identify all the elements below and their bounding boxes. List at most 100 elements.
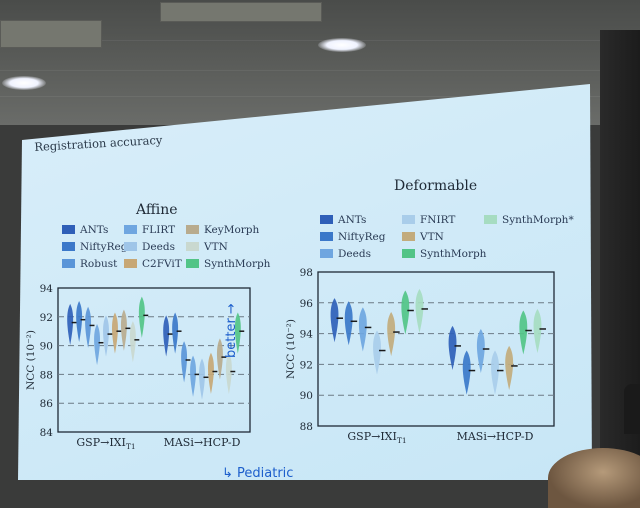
y-tick-label: 88 xyxy=(300,421,313,433)
affine-title: Affine xyxy=(136,202,178,218)
violin-shape xyxy=(67,303,74,346)
legend-swatch xyxy=(62,242,75,251)
legend-label: C2FViT xyxy=(142,258,182,270)
ceiling-vent xyxy=(0,20,102,48)
legend-label: VTN xyxy=(204,241,228,253)
violin-shape xyxy=(199,358,205,400)
legend-label: NiftyReg xyxy=(80,241,128,253)
y-tick-label: 90 xyxy=(300,390,313,402)
legend-item: VTN xyxy=(186,241,228,253)
x-tick-subscript: T1 xyxy=(126,442,136,451)
legend-swatch xyxy=(484,215,497,224)
violin-shape xyxy=(401,290,410,335)
legend-swatch xyxy=(320,232,333,241)
y-tick-label: 86 xyxy=(40,398,54,410)
y-tick-label: 90 xyxy=(40,341,53,353)
violin-shape xyxy=(181,341,188,383)
y-tick-label: 94 xyxy=(40,283,54,295)
legend-swatch xyxy=(402,215,415,224)
y-tick-label: 94 xyxy=(300,329,314,341)
legend-swatch xyxy=(124,259,137,268)
ceiling-tile-line xyxy=(0,96,640,97)
legend-item: Deeds xyxy=(124,241,175,253)
legend-label: Deeds xyxy=(142,241,175,253)
violin-shape xyxy=(111,312,118,354)
audience-head xyxy=(548,448,640,508)
y-tick-label: 84 xyxy=(40,427,54,439)
violin-shape xyxy=(344,301,353,346)
violin-shape xyxy=(172,312,179,354)
legend-item: C2FViT xyxy=(124,258,182,270)
violin-shape xyxy=(120,309,127,351)
person-silhouette xyxy=(624,384,640,434)
legend-swatch xyxy=(186,259,199,268)
legend-swatch xyxy=(124,242,137,251)
y-axis-label: NCC (10⁻²) xyxy=(285,319,297,379)
x-tick-label: MASi→HCP-D xyxy=(457,430,534,443)
y-tick-label: 96 xyxy=(300,298,314,310)
legend-label: Deeds xyxy=(338,248,371,260)
violin-shape xyxy=(533,308,542,354)
legend-item: Robust xyxy=(62,258,117,270)
better-label: better xyxy=(224,318,239,358)
legend-item: KeyMorph xyxy=(186,224,259,236)
violin-shape xyxy=(476,328,485,374)
legend-item: SynthMorph xyxy=(186,258,270,270)
legend-item: FLIRT xyxy=(124,224,175,236)
violin-shape xyxy=(207,352,214,394)
ceiling-tile-line xyxy=(0,40,640,41)
y-tick-label: 98 xyxy=(300,267,313,279)
legend-item: SynthMorph* xyxy=(484,214,574,226)
legend-swatch xyxy=(320,215,333,224)
violin-shape xyxy=(373,330,381,375)
violin-shape xyxy=(76,300,83,343)
violin-shape xyxy=(163,315,170,357)
violin-shape xyxy=(225,352,232,394)
legend-item: ANTs xyxy=(320,214,366,226)
legend-swatch xyxy=(62,259,75,268)
affine-legend: ANTs NiftyReg Robust FLIRT Deeds C2FViT KeyMor… xyxy=(62,224,270,280)
violin-shape xyxy=(387,312,396,357)
ceiling-light xyxy=(318,38,366,52)
better-annotation: better → xyxy=(224,303,239,358)
violin-shape xyxy=(94,324,101,366)
ceiling-tile-line xyxy=(0,70,640,71)
legend-item: NiftyReg xyxy=(62,241,127,253)
x-tick-label: GSP→IXIT1 xyxy=(76,436,135,451)
y-tick-label: 88 xyxy=(40,369,53,381)
plot-frame xyxy=(317,271,555,427)
legend-swatch xyxy=(402,232,415,241)
violin-shape xyxy=(85,306,92,348)
legend-label: FNIRT xyxy=(420,214,456,226)
deformable-title: Deformable xyxy=(394,178,478,194)
legend-swatch xyxy=(186,225,199,234)
legend-label: NiftyReg xyxy=(338,231,386,243)
legend-label: ANTs xyxy=(80,224,109,236)
legend-swatch xyxy=(402,249,415,258)
legend-label: SynthMorph xyxy=(204,258,271,270)
violin-shape xyxy=(216,338,223,380)
x-tick-subscript: T1 xyxy=(397,436,407,445)
plot-frame xyxy=(57,287,251,433)
y-tick-label: 92 xyxy=(40,312,53,324)
curved-arrow-icon: ↳ xyxy=(222,466,238,481)
violin-shape xyxy=(415,288,424,333)
legend-swatch xyxy=(62,225,75,234)
y-tick-label: 92 xyxy=(300,359,313,371)
violin-shape xyxy=(448,325,457,370)
deformable-legend: ANTs NiftyReg Deeds FNIRT VTN SynthMorph Synth… xyxy=(320,214,580,266)
legend-item: ANTs xyxy=(62,224,108,236)
legend-item: FNIRT xyxy=(402,214,455,226)
violin-shape xyxy=(330,298,339,343)
ceiling-light xyxy=(2,76,46,90)
violin-shape xyxy=(519,310,528,355)
legend-label: KeyMorph xyxy=(204,224,260,236)
violin-shape xyxy=(462,350,471,395)
legend-label: ANTs xyxy=(338,214,367,226)
violin-shape xyxy=(103,315,109,357)
y-axis-label: NCC (10⁻²) xyxy=(25,330,37,390)
violin-shape xyxy=(129,321,136,363)
legend-label: SynthMorph xyxy=(420,248,487,260)
violin-shape xyxy=(190,355,197,397)
